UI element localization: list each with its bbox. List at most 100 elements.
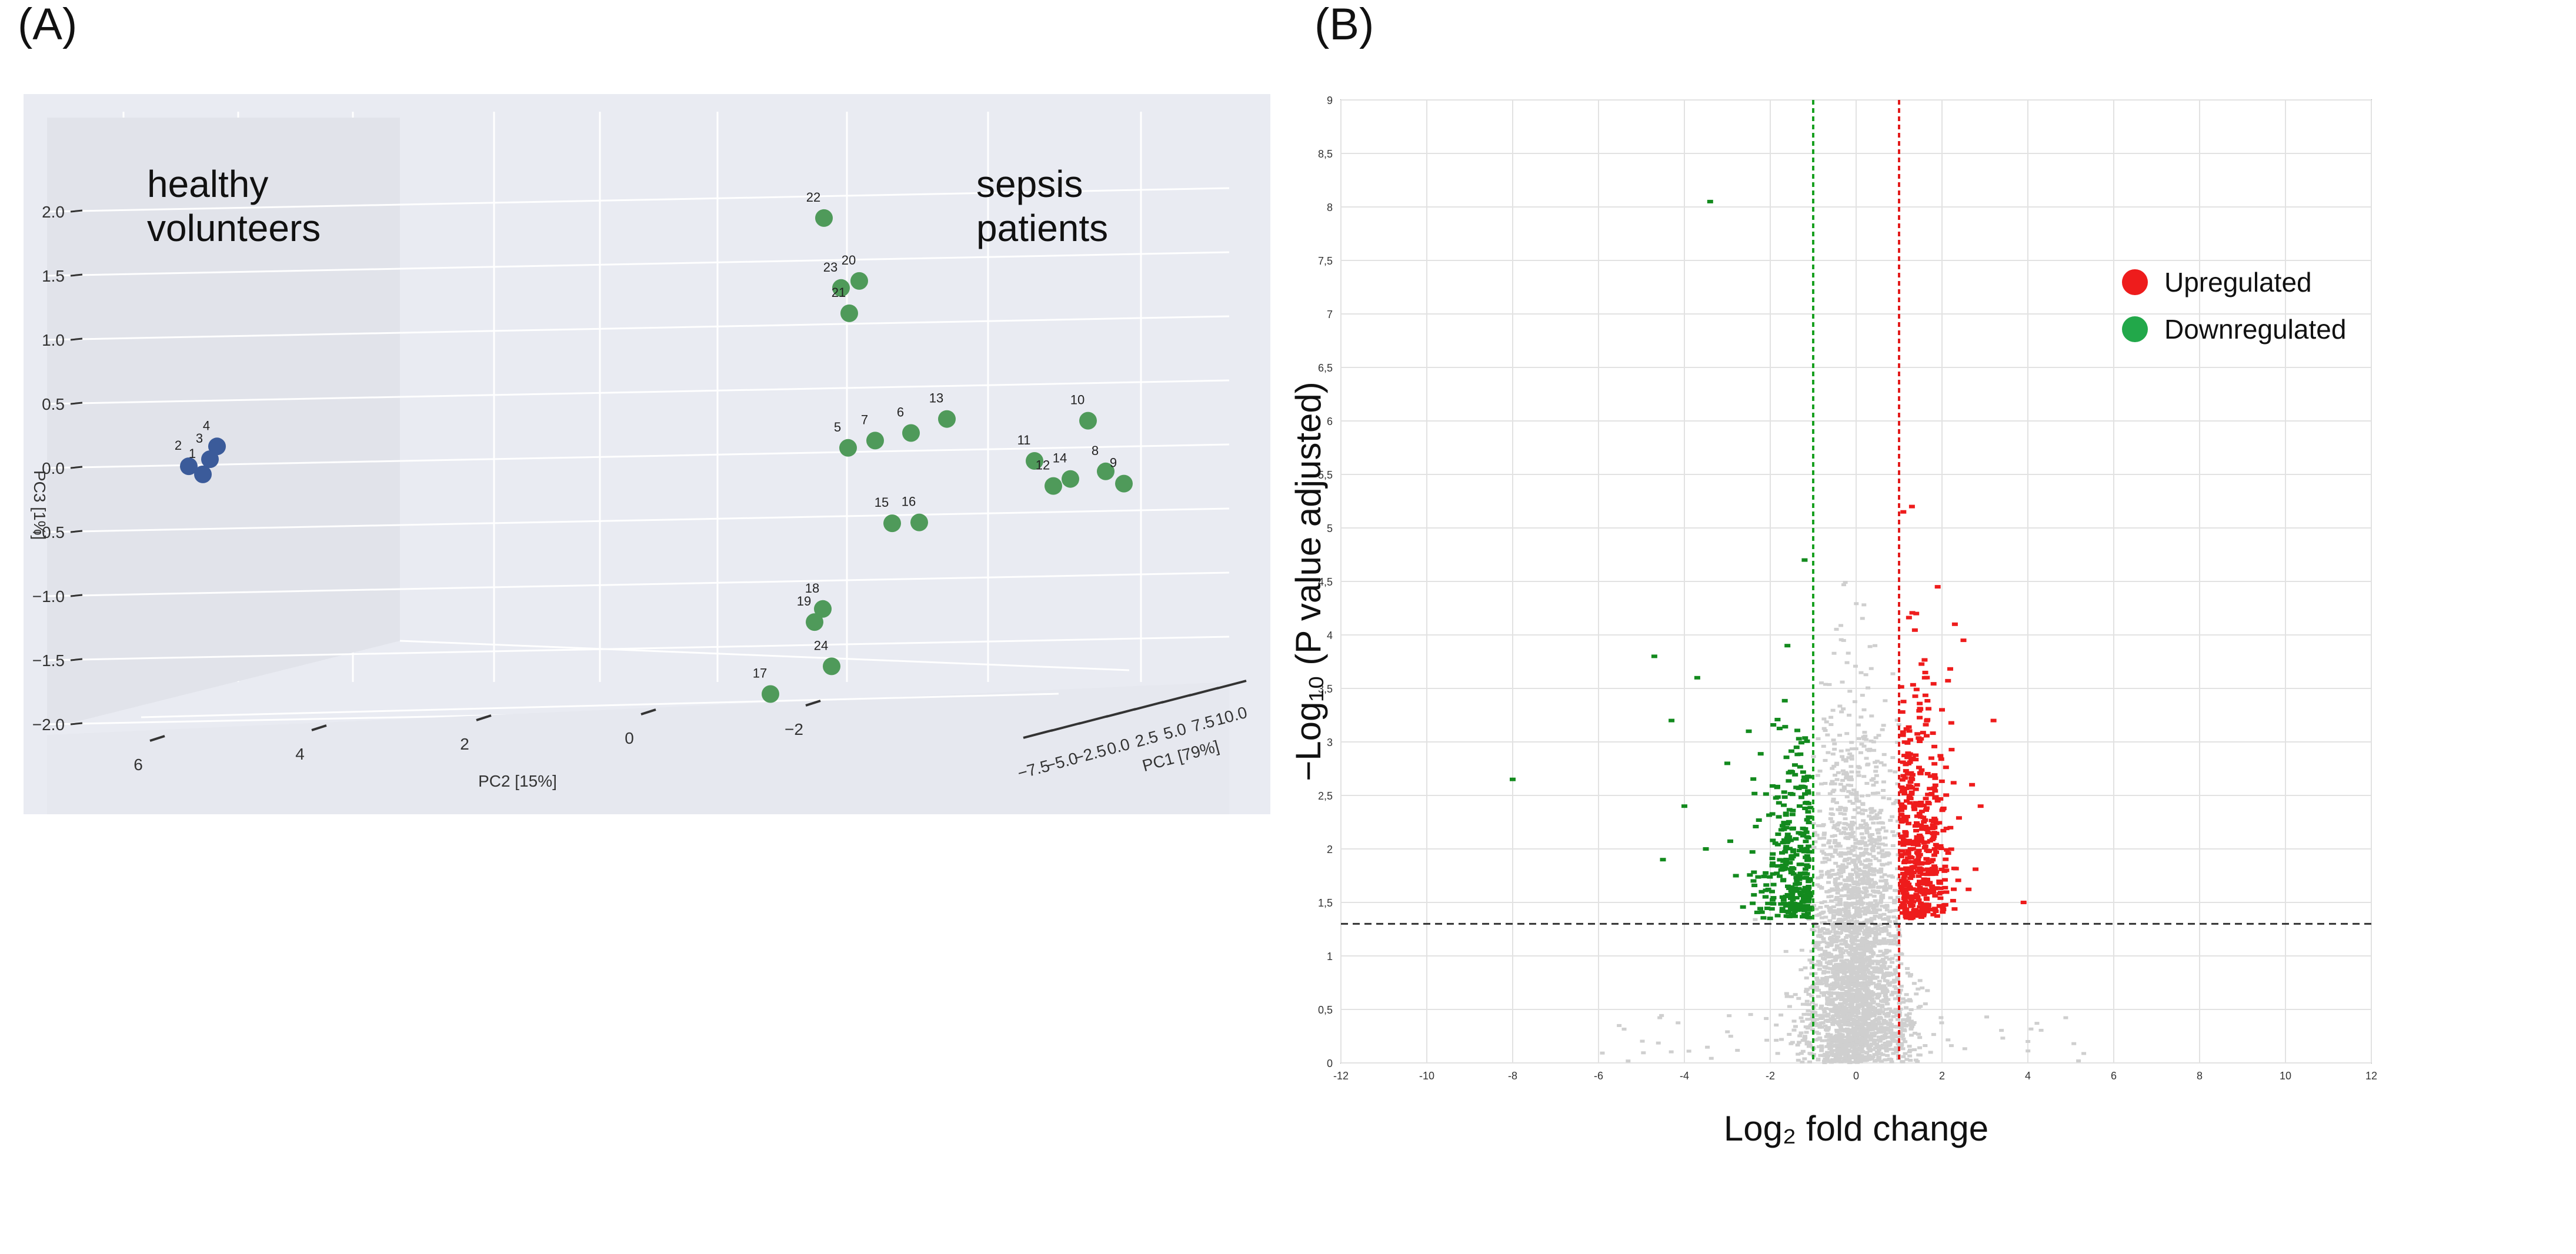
volcano-x-label: Log₂ fold change <box>1724 1109 1988 1148</box>
volcano-point-ns <box>1908 1008 1914 1011</box>
volcano-point-ns <box>1804 977 1809 980</box>
volcano-point-ns <box>2076 1059 2081 1063</box>
volcano-point-down <box>1804 847 1810 851</box>
volcano-point-ns <box>1846 1032 1851 1036</box>
volcano-point-ns <box>1817 810 1823 813</box>
pca-y-tickmark <box>805 700 821 707</box>
volcano-point-ns <box>1883 926 1888 929</box>
volcano-point-ns <box>1866 1025 1871 1028</box>
volcano-point-up <box>1927 774 1934 778</box>
volcano-point-ns <box>1880 1004 1885 1007</box>
volcano-point-ns <box>1784 995 1790 998</box>
volcano-point-ns <box>1798 1052 1804 1055</box>
volcano-point-ns <box>1861 941 1867 945</box>
volcano-point-down <box>1804 872 1810 876</box>
volcano-point-ns <box>1896 995 1901 998</box>
volcano-point-ns <box>1828 955 1833 959</box>
volcano-point-ns <box>1864 1035 1869 1039</box>
volcano-point-ns <box>1867 934 1872 938</box>
volcano-point-ns <box>1876 994 1881 998</box>
volcano-point-ns <box>1831 975 1836 978</box>
volcano-point-up <box>1930 867 1936 871</box>
volcano-point-ns <box>1856 971 1861 974</box>
pca-x-tickmark <box>1023 729 1053 739</box>
volcano-point-up <box>1939 808 1946 812</box>
volcano-point-ns <box>1828 723 1834 726</box>
volcano-point-ns <box>1859 794 1864 798</box>
pca-x-tickmark <box>1050 722 1081 732</box>
volcano-point-ns <box>1824 853 1829 857</box>
volcano-point-ns <box>1900 997 1906 1001</box>
volcano-point-down <box>1789 812 1796 817</box>
volcano-point-ns <box>1657 1016 1663 1019</box>
volcano-point-up <box>1924 772 1931 776</box>
volcano-point-ns <box>1893 968 1898 971</box>
pca-floor-line <box>399 640 1130 671</box>
volcano-point-ns <box>1834 936 1840 939</box>
volcano-point-ns <box>1858 945 1863 949</box>
volcano-point-ns <box>1835 898 1840 901</box>
volcano-point-down <box>1801 785 1808 790</box>
volcano-point-down <box>1763 895 1769 899</box>
point-label: 17 <box>753 666 767 681</box>
volcano-point-ns <box>1852 888 1857 891</box>
volcano-point-ns <box>1860 977 1865 981</box>
volcano-point-up <box>1918 862 1925 866</box>
volcano-point-ns <box>1748 1013 1753 1016</box>
volcano-point-ns <box>1841 1005 1847 1009</box>
volcano-point-ns <box>1897 1002 1902 1005</box>
volcano-point-ns <box>1873 899 1878 902</box>
volcano-point-ns <box>1883 992 1888 995</box>
volcano-point-ns <box>1881 1028 1887 1032</box>
volcano-point-ns <box>1824 905 1829 908</box>
volcano-point-ns <box>1838 903 1843 907</box>
volcano-point-down <box>1774 842 1781 847</box>
volcano-point-ns <box>1832 948 1837 952</box>
pca-z-tickmark <box>70 209 83 213</box>
volcano-point-up <box>1911 628 1918 632</box>
volcano-point-ns <box>1876 954 1881 958</box>
volcano-point-ns <box>1876 1056 1881 1059</box>
volcano-point-up <box>1905 872 1911 876</box>
volcano-point-ns <box>1806 1009 1811 1012</box>
volcano-point-ns <box>1826 881 1831 884</box>
volcano-point-ns <box>1906 1024 1911 1027</box>
volcano-point-ns <box>1824 978 1829 982</box>
volcano-point-down <box>1770 861 1776 865</box>
volcano-point-ns <box>1857 869 1863 872</box>
volcano-point-ns <box>1851 886 1857 889</box>
volcano-point-ns <box>1866 1015 1871 1018</box>
volcano-point-ns <box>1898 952 1903 955</box>
volcano-point-ns <box>1883 878 1888 882</box>
volcano-point-ns <box>1853 928 1858 931</box>
volcano-point-up <box>1922 693 1928 697</box>
volcano-point-down <box>1770 872 1776 876</box>
volcano-point-ns <box>1871 917 1877 920</box>
volcano-point-up <box>1922 844 1928 848</box>
volcano-point-ns <box>1844 732 1850 735</box>
volcano-point-ns <box>1850 1022 1856 1025</box>
volcano-point-ns <box>1895 958 1900 962</box>
volcano-point-ns <box>1868 1036 1874 1040</box>
volcano-point-ns <box>1831 959 1836 962</box>
volcano-point-down <box>1796 804 1803 808</box>
volcano-point-ns <box>1895 741 1900 744</box>
volcano-point-ns <box>1892 1011 1897 1014</box>
volcano-point-up <box>1906 796 1913 800</box>
volcano-point-ns <box>1877 851 1882 855</box>
pca-y-tick: 2 <box>460 735 469 753</box>
volcano-point-ns <box>1838 955 1844 959</box>
volcano-point-ns <box>2038 1028 2044 1032</box>
volcano-point-ns <box>1834 844 1839 848</box>
volcano-point-up <box>1908 897 1915 901</box>
volcano-point-ns <box>1843 986 1848 989</box>
volcano-point-up <box>1917 824 1924 828</box>
volcano-point-ns <box>1867 903 1873 907</box>
volcano-point-up <box>1923 797 1929 801</box>
volcano-point-ns <box>1815 883 1820 887</box>
volcano-point-ns <box>1848 765 1854 768</box>
volcano-point-ns <box>1853 948 1858 951</box>
volcano-point-ns <box>1903 1040 1908 1044</box>
volcano-point-ns <box>1641 1051 1646 1055</box>
volcano-point-down <box>1793 882 1799 887</box>
